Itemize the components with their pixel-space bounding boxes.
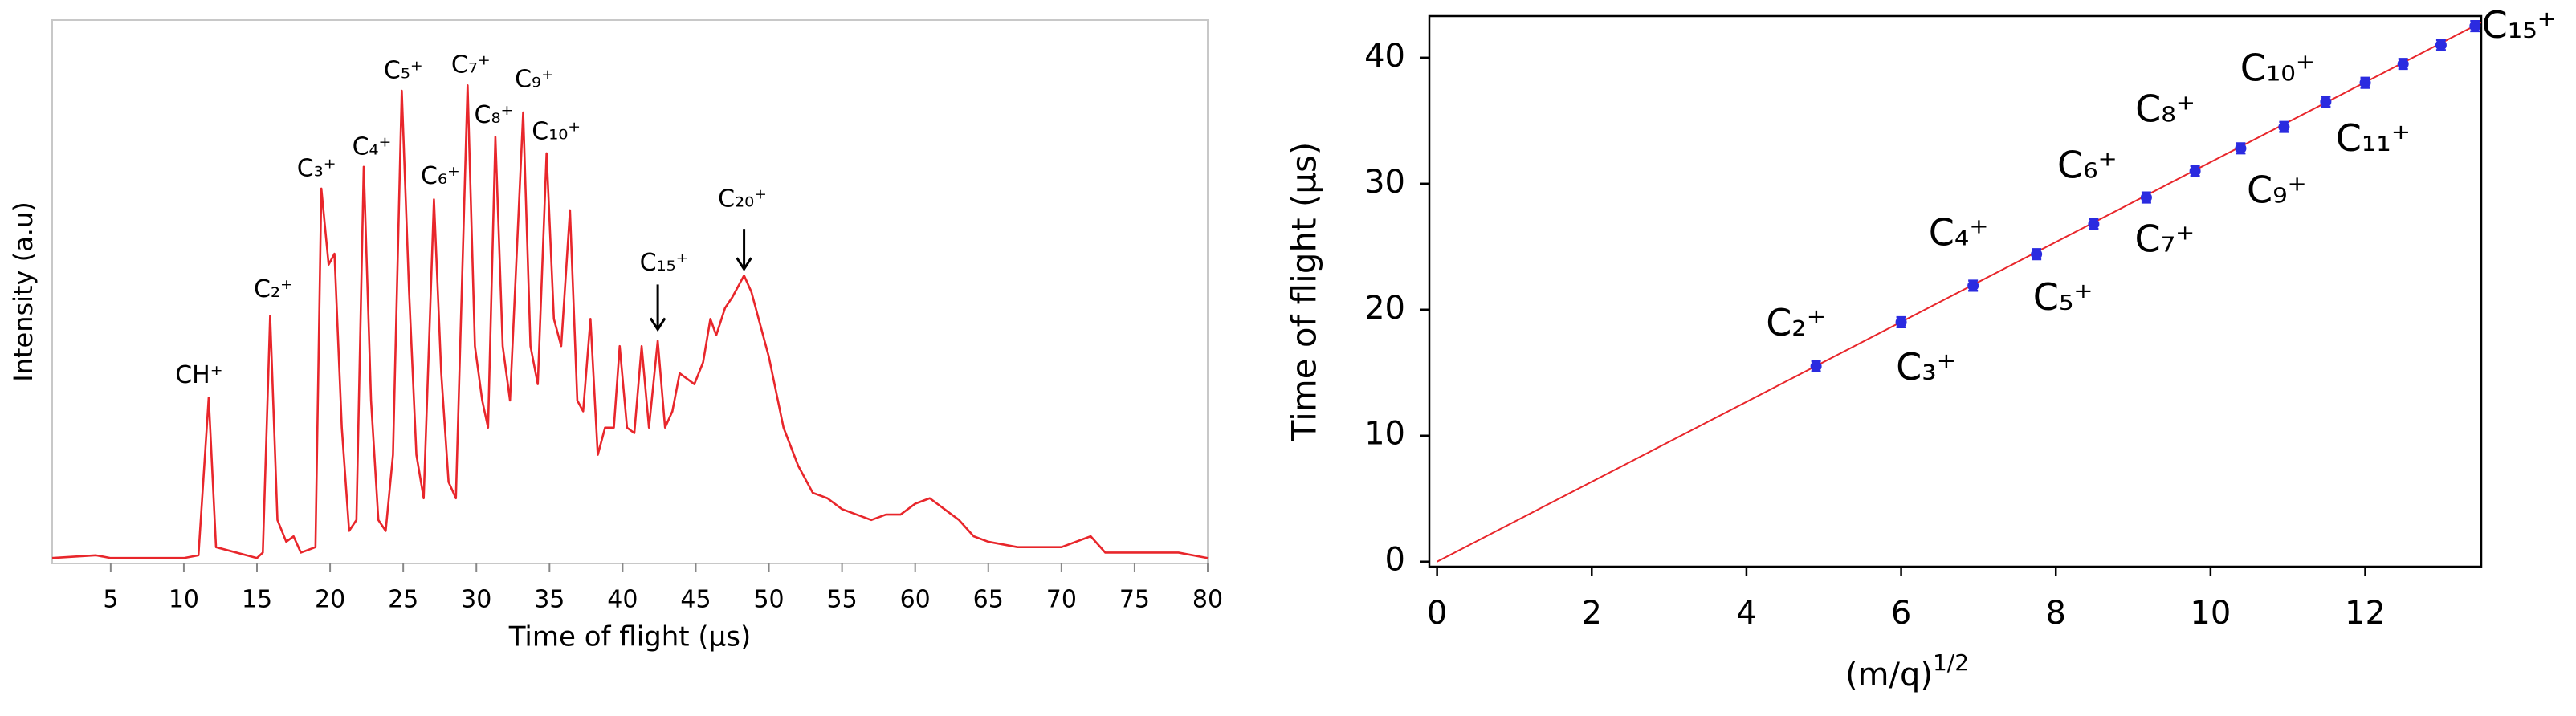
ion-label: C₄⁺: [1929, 210, 1989, 254]
arrow-head: [649, 317, 666, 332]
plot-frame: [1428, 14, 2483, 568]
x-tick-label: 60: [900, 586, 931, 614]
x-tick-label: 40: [607, 586, 638, 614]
x-tick-label: 75: [1119, 586, 1150, 614]
data-point: [2031, 248, 2043, 260]
x-axis-label: Time of flight (μs): [508, 621, 752, 653]
x-tick-label: 70: [1046, 586, 1077, 614]
x-tick-label: 45: [680, 586, 711, 614]
x-tick-label: 20: [315, 586, 345, 614]
peak-label: CH⁺: [175, 361, 222, 389]
x-axis-label-main: (m/q): [1845, 657, 1933, 694]
x-tick-label: 8: [2045, 595, 2065, 632]
peak-label: C₂⁺: [254, 275, 293, 303]
x-tick-label: 25: [388, 586, 418, 614]
ion-label: C₁₁⁺: [2336, 116, 2411, 160]
x-tick-label: 65: [973, 586, 1004, 614]
x-tick-label: 4: [1736, 595, 1756, 632]
peak-label: C₉⁺: [515, 66, 554, 94]
peak-label: C₁₀⁺: [532, 117, 581, 145]
data-point: [2435, 39, 2447, 51]
peak-label: C₆⁺: [421, 162, 460, 190]
peak-label: C₇⁺: [451, 51, 491, 79]
x-tick-label: 6: [1891, 595, 1911, 632]
x-tick-label: 35: [534, 586, 565, 614]
peak-label: C₁₅⁺: [640, 249, 689, 277]
data-point: [2397, 58, 2409, 70]
data-point: [2359, 77, 2371, 89]
x-tick-label: 0: [1427, 595, 1447, 632]
ion-label: C₅⁺: [2033, 275, 2093, 319]
data-point: [1895, 316, 1907, 328]
data-point: [2140, 192, 2152, 204]
y-tick-label: 20: [1364, 290, 1405, 327]
x-axis-label-sup: 1/2: [1933, 649, 1969, 676]
data-point: [2278, 121, 2290, 133]
data-point: [2235, 142, 2247, 154]
x-tick-label: 12: [2345, 595, 2386, 632]
plot-frame: [51, 19, 1209, 564]
x-tick-label: 10: [169, 586, 199, 614]
x-tick-label: 10: [2190, 595, 2231, 632]
x-tick-label: 30: [461, 586, 491, 614]
ion-label: C₃⁺: [1896, 345, 1956, 389]
arrow-head: [736, 257, 752, 271]
peak-label: C₈⁺: [475, 101, 514, 129]
fit-line: [1437, 21, 2481, 563]
ion-label: C₆⁺: [2057, 144, 2117, 187]
peak-label: C₅⁺: [384, 57, 423, 85]
ion-label: C₈⁺: [2135, 87, 2195, 131]
data-point: [1810, 360, 1822, 372]
x-tick-label: 15: [242, 586, 272, 614]
x-tick-label: 2: [1582, 595, 1602, 632]
x-tick-label: 80: [1192, 586, 1223, 614]
ion-label: C₁₀⁺: [2240, 47, 2315, 90]
y-tick-label: 10: [1364, 416, 1405, 453]
peak-label: C₃⁺: [297, 154, 336, 182]
ion-label: C₉⁺: [2247, 168, 2307, 211]
y-tick-label: 30: [1364, 164, 1405, 201]
data-point: [2469, 20, 2481, 32]
x-tick-label: 5: [103, 586, 118, 614]
ion-label: C₁₅⁺: [2482, 3, 2557, 47]
data-point: [2088, 218, 2100, 230]
x-tick-label: 50: [753, 586, 784, 614]
x-axis-label: (m/q)1/2: [1845, 649, 1969, 694]
spectrum-line: [51, 83, 1209, 559]
plot-clip-group: [51, 83, 1209, 559]
data-point: [2189, 165, 2201, 177]
data-point: [1967, 279, 1979, 291]
peak-label: C₄⁺: [353, 132, 392, 161]
ion-label: C₇⁺: [2134, 218, 2195, 261]
y-axis-label: Intensity (a.u): [8, 201, 39, 381]
ion-label: C₂⁺: [1766, 301, 1826, 344]
x-tick-label: 55: [827, 586, 858, 614]
peak-label: C₂₀⁺: [718, 185, 767, 214]
data-point: [2320, 96, 2332, 108]
y-tick-label: 0: [1385, 542, 1405, 579]
y-tick-label: 40: [1364, 38, 1405, 75]
y-axis-label: Time of flight (µs): [1285, 142, 1324, 442]
